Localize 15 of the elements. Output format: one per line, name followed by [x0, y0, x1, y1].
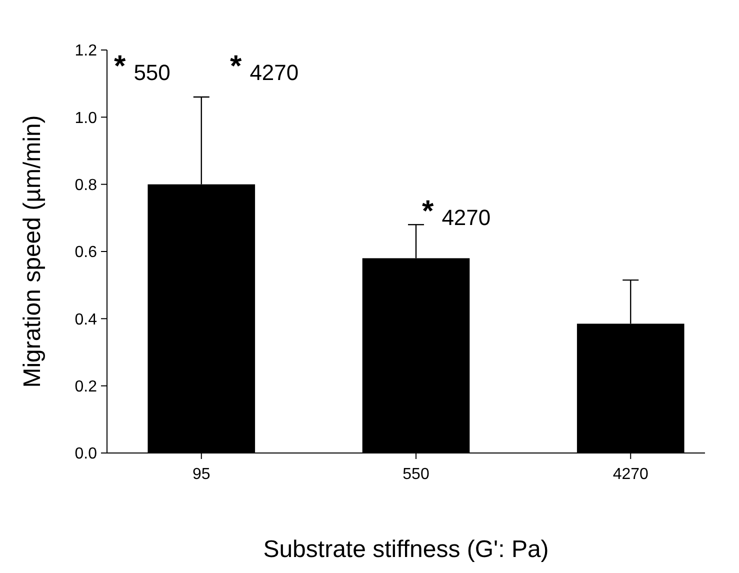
- y-axis-title: Migration speed (µm/min): [19, 115, 46, 388]
- y-tick-label: 1.0: [74, 110, 98, 127]
- x-axis-title: Substrate stiffness (G': Pa): [263, 536, 549, 563]
- annotation: * 550: [114, 50, 170, 85]
- y-tick-label: 1.2: [74, 42, 98, 60]
- y-tick-label: 0.0: [74, 446, 98, 463]
- y-tick-label: 0.6: [74, 244, 98, 262]
- annotation: * 4270: [230, 50, 299, 85]
- y-tick-label: 0.4: [74, 311, 98, 328]
- x-tick-label: 550: [402, 466, 430, 483]
- x-tick-label: 4270: [612, 466, 649, 483]
- y-tick-label: 0.8: [74, 176, 98, 194]
- x-tick-label: 95: [192, 466, 210, 483]
- y-tick-label: 0.2: [74, 378, 98, 396]
- annotation: * 4270: [422, 195, 491, 230]
